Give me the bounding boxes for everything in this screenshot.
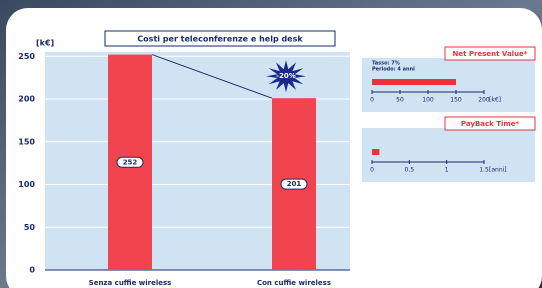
y-tick-label: 100 (18, 180, 35, 189)
x-tick-label: Senza cuffie wireless (89, 279, 172, 287)
x-tick-label: 150 (450, 97, 462, 104)
x-tick-label: 1.5 (479, 167, 489, 174)
npv-title: Net Present Value* (453, 50, 528, 58)
y-axis-label: [k€] (36, 39, 54, 48)
x-tick-label: 0.5 (405, 167, 415, 174)
x-axis-label: [k€] (489, 97, 501, 104)
payback-title: PayBack Time* (461, 120, 520, 128)
screenshot: Costi per teleconferenze e help desk [k€… (0, 0, 542, 288)
x-axis-label: [anni] (489, 167, 507, 174)
bar (372, 79, 456, 85)
annotation: -20% (276, 72, 296, 80)
x-tick-label: 1 (445, 167, 449, 174)
y-tick-label: 250 (18, 52, 35, 61)
x-tick-label: 50 (396, 97, 404, 104)
y-tick-label: 0 (29, 266, 35, 275)
y-tick-label: 50 (24, 223, 36, 232)
x-tick-label: 0 (370, 167, 374, 174)
y-tick-label: 200 (18, 95, 35, 104)
npv-note: Periodo: 4 anni (372, 67, 415, 73)
x-tick-label: Con cuffie wireless (257, 279, 331, 287)
x-tick-label: 0 (370, 97, 374, 104)
payback-panel (362, 128, 535, 182)
value-label: 201 (287, 180, 302, 188)
page: Costi per teleconferenze e help desk [k€… (0, 0, 542, 288)
chart-title: Costi per teleconferenze e help desk (137, 35, 303, 44)
bar (372, 149, 379, 155)
value-label: 252 (123, 158, 138, 166)
y-tick-label: 150 (18, 137, 35, 146)
x-tick-label: 100 (422, 97, 434, 104)
